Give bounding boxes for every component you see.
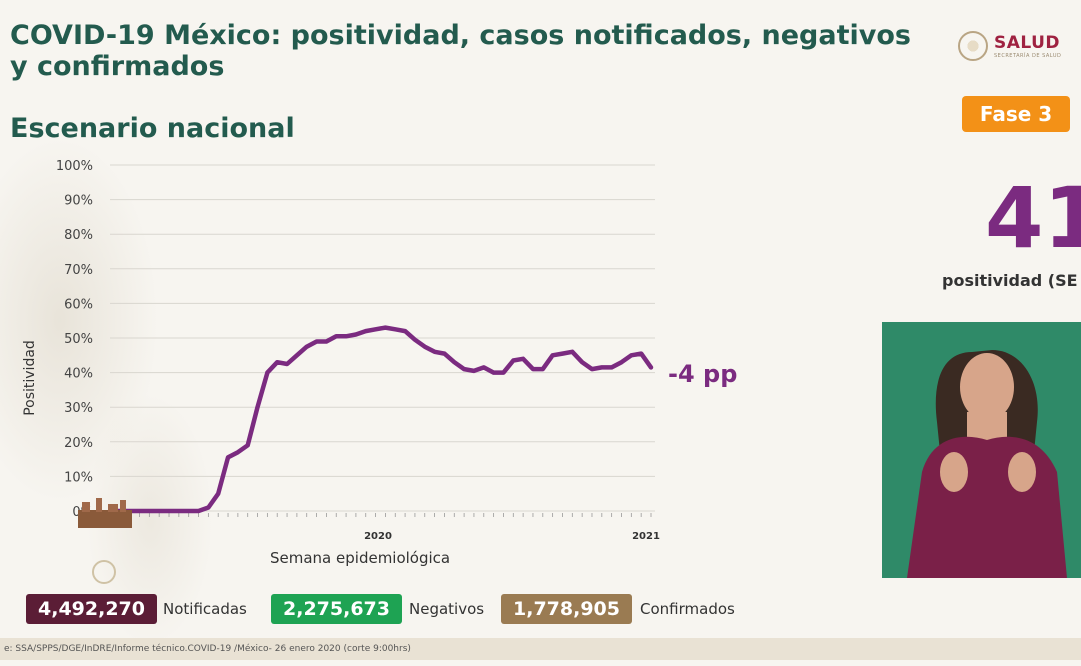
- data-point: [413, 338, 417, 341]
- positivity-line: [107, 325, 654, 514]
- y-tick-label: 30%: [64, 401, 93, 416]
- source-footer: e: SSA/SPPS/DGE/InDRE/Informe técnico.CO…: [0, 638, 1081, 660]
- national-seal-icon: [958, 31, 988, 61]
- data-point: [158, 509, 161, 513]
- stats-bar: 4,492,270 Notificadas 2,275,673 Negativo…: [0, 594, 1081, 624]
- data-point: [226, 456, 230, 459]
- change-annotation: -4 pp: [668, 360, 738, 388]
- salud-logo: SALUD SECRETARÍA DE SALUD: [958, 26, 1070, 66]
- confirmados-value: 1,778,905: [501, 594, 632, 624]
- data-point: [472, 369, 476, 373]
- confirmados-label: Confirmados: [640, 600, 735, 618]
- negativos-label: Negativos: [409, 600, 485, 618]
- city-illustration: [78, 498, 132, 528]
- data-point: [492, 371, 495, 374]
- data-point: [521, 357, 525, 360]
- seal-watermark-icon: [92, 560, 116, 584]
- y-tick-label: 20%: [64, 436, 93, 451]
- data-point: [541, 367, 544, 371]
- data-point: [502, 371, 505, 374]
- data-point: [177, 509, 181, 513]
- data-point: [354, 333, 358, 336]
- x-year-label-2021: 2021: [632, 531, 660, 542]
- page-subtitle: Escenario nacional: [10, 113, 295, 144]
- data-point: [453, 361, 456, 364]
- y-tick-label: 90%: [64, 194, 93, 209]
- data-point: [433, 350, 436, 353]
- data-point: [295, 354, 299, 357]
- logo-name: SALUD: [994, 33, 1061, 53]
- sign-language-interpreter-video: [882, 322, 1081, 578]
- data-point: [649, 366, 653, 369]
- phase-badge: Fase 3: [962, 96, 1070, 132]
- data-point: [482, 366, 485, 369]
- negativos-value: 2,275,673: [271, 594, 402, 624]
- data-point: [640, 352, 643, 355]
- x-axis-label: Semana epidemiológica: [270, 549, 451, 567]
- y-tick-label: 10%: [64, 470, 93, 485]
- data-point: [610, 366, 613, 369]
- data-point: [266, 371, 269, 374]
- data-point: [325, 340, 328, 343]
- y-axis-label: Positividad: [22, 340, 38, 416]
- data-point: [285, 362, 289, 366]
- positivity-chart: 0%10%20%30%40%50%60%70%80%90%100% Positi…: [22, 159, 660, 542]
- data-point: [364, 329, 367, 333]
- notificadas-value: 4,492,270: [26, 594, 157, 624]
- data-point: [315, 340, 318, 343]
- y-tick-label: 40%: [64, 367, 93, 382]
- y-tick-label: 50%: [64, 332, 93, 347]
- y-tick-label: 100%: [56, 159, 93, 174]
- data-point: [148, 509, 151, 513]
- data-point: [276, 361, 279, 364]
- page-title: COVID-19 México: positividad, casos noti…: [10, 20, 911, 82]
- data-point: [394, 328, 397, 331]
- data-point: [374, 328, 377, 331]
- positivity-label: positividad (SE: [942, 271, 1078, 290]
- data-point: [384, 326, 387, 329]
- data-point: [335, 335, 338, 338]
- data-point: [551, 354, 554, 357]
- data-point: [600, 366, 603, 369]
- data-point: [531, 367, 535, 371]
- data-point: [630, 354, 633, 357]
- x-year-label-2020: 2020: [364, 531, 392, 542]
- data-point: [561, 352, 564, 355]
- data-point: [344, 335, 348, 338]
- y-tick-label: 80%: [64, 228, 93, 243]
- data-point: [305, 345, 308, 348]
- data-point: [256, 406, 259, 409]
- data-point: [187, 509, 190, 513]
- data-point: [590, 367, 594, 371]
- positivity-value: 41: [985, 169, 1081, 267]
- y-tick-label: 60%: [64, 297, 93, 312]
- data-point: [167, 509, 171, 513]
- data-point: [443, 352, 446, 355]
- notificadas-label: Notificadas: [163, 600, 247, 618]
- data-point: [403, 329, 407, 333]
- data-point: [217, 492, 220, 495]
- data-point: [423, 345, 426, 348]
- data-point: [138, 509, 141, 513]
- data-point: [571, 350, 574, 353]
- data-point: [620, 361, 623, 364]
- data-point: [512, 359, 515, 362]
- data-point: [236, 451, 240, 454]
- data-point: [207, 506, 210, 509]
- data-point: [246, 444, 249, 447]
- y-tick-label: 70%: [64, 263, 93, 278]
- logo-subtitle: SECRETARÍA DE SALUD: [994, 53, 1062, 59]
- data-point: [462, 367, 466, 371]
- data-point: [580, 361, 584, 364]
- data-point: [197, 509, 200, 513]
